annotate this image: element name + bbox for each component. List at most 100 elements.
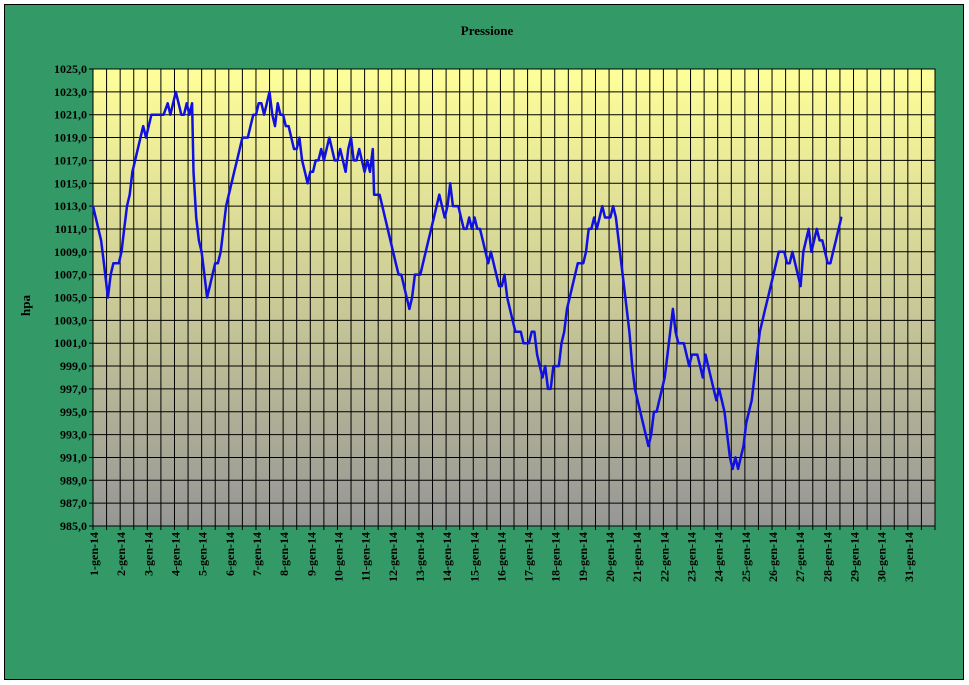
data-point <box>796 273 799 276</box>
data-point <box>829 262 832 265</box>
data-point <box>371 148 374 150</box>
y-tick-label: 997,0 <box>60 382 87 396</box>
data-point <box>614 216 617 219</box>
data-point <box>271 113 274 116</box>
y-axis-label: hpa <box>18 295 33 316</box>
chart-title: Pressione <box>461 23 514 38</box>
data-point <box>128 193 131 196</box>
x-tick-label: 9-gen-14 <box>304 532 318 576</box>
data-point <box>628 330 631 333</box>
data-point <box>214 262 217 265</box>
x-tick-label: 28-gen-14 <box>820 532 834 582</box>
data-point <box>158 113 161 116</box>
data-point <box>206 296 209 299</box>
y-tick-label: 1015,0 <box>54 176 87 190</box>
data-point <box>579 262 582 265</box>
data-point <box>230 182 233 185</box>
data-point <box>604 216 606 219</box>
x-tick-label: 19-gen-14 <box>576 532 590 582</box>
data-point <box>805 239 807 242</box>
data-point <box>541 376 544 379</box>
data-point <box>403 285 405 288</box>
data-point <box>701 376 704 379</box>
x-tick-label: 26-gen-14 <box>766 532 780 582</box>
data-point <box>183 113 185 116</box>
data-point <box>328 136 331 139</box>
data-point <box>669 330 672 333</box>
data-point <box>794 262 797 265</box>
data-point <box>320 148 323 150</box>
data-point <box>244 136 247 139</box>
data-point <box>424 250 427 253</box>
data-point <box>704 353 707 356</box>
x-tick-label: 11-gen-14 <box>359 532 373 581</box>
x-tick-label: 13-gen-14 <box>413 532 427 582</box>
data-point <box>411 296 414 299</box>
data-point <box>786 262 788 265</box>
x-tick-label: 25-gen-14 <box>739 532 753 582</box>
data-point <box>325 148 328 150</box>
data-point <box>306 182 309 185</box>
data-point <box>147 125 150 128</box>
data-point <box>593 216 596 219</box>
data-point <box>837 227 840 230</box>
data-point <box>492 262 495 265</box>
y-tick-label: 993,0 <box>60 428 87 442</box>
data-point <box>758 330 761 333</box>
data-point <box>587 227 590 230</box>
y-tick-label: 1023,0 <box>54 85 87 99</box>
data-point <box>200 250 203 253</box>
data-point <box>102 262 105 265</box>
data-point <box>484 250 487 253</box>
data-point <box>815 227 818 230</box>
data-point <box>392 250 395 253</box>
y-tick-label: 1017,0 <box>54 153 87 167</box>
x-axis-ticks: 1-gen-14 2-gen-14 3-gen-14 4-gen-14 5-gen-14… <box>87 526 936 582</box>
data-point <box>525 342 528 345</box>
data-point <box>358 148 361 150</box>
data-point <box>655 410 658 413</box>
data-point <box>511 319 514 322</box>
data-point <box>601 205 604 208</box>
data-point <box>530 330 533 333</box>
data-point <box>598 216 601 219</box>
data-point <box>707 365 710 368</box>
x-tick-label: 31-gen-14 <box>902 532 916 582</box>
data-point <box>772 273 775 276</box>
data-point <box>462 227 465 230</box>
data-point <box>274 125 276 128</box>
data-point <box>236 159 238 162</box>
data-point <box>134 159 137 162</box>
data-point <box>126 205 128 208</box>
data-point <box>117 262 120 265</box>
data-point <box>767 296 769 299</box>
data-point <box>386 227 389 230</box>
data-point <box>576 262 579 265</box>
data-point <box>333 159 336 162</box>
data-point <box>408 307 411 310</box>
data-point <box>647 445 650 447</box>
data-point <box>720 399 723 402</box>
data-point <box>671 307 674 310</box>
series-points <box>92 90 843 470</box>
data-point <box>688 365 691 368</box>
data-point <box>287 125 290 128</box>
data-point <box>106 296 109 299</box>
data-point <box>623 285 625 288</box>
data-point <box>295 148 298 150</box>
data-point <box>241 136 244 139</box>
data-point <box>225 205 228 208</box>
data-point <box>769 285 772 288</box>
data-point <box>260 102 263 105</box>
data-point <box>339 148 342 150</box>
data-point <box>775 262 778 265</box>
data-point <box>595 227 598 230</box>
data-point <box>432 216 435 219</box>
data-point <box>350 136 352 139</box>
data-point <box>454 205 457 208</box>
data-point <box>506 296 509 299</box>
data-point <box>419 273 422 276</box>
data-point <box>279 113 282 116</box>
data-point <box>322 159 325 162</box>
